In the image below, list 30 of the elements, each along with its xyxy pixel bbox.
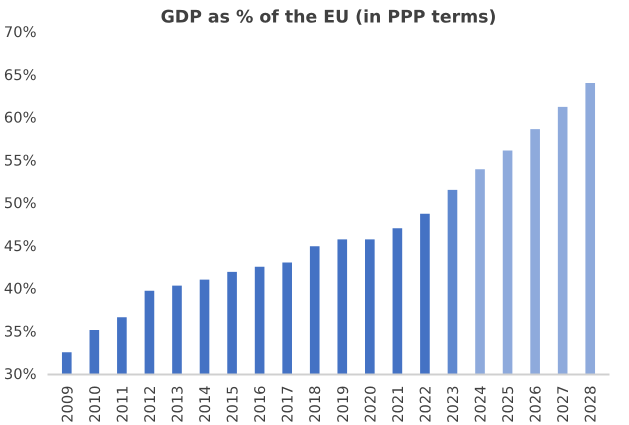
x-tick-label: 2026 xyxy=(528,385,545,423)
y-tick-label: 60% xyxy=(4,110,37,126)
y-tick-label: 65% xyxy=(4,66,37,84)
x-tick-label: 2021 xyxy=(390,385,407,423)
y-tick-label: 40% xyxy=(4,280,37,298)
y-tick-label: 30% xyxy=(4,366,37,383)
y-tick-label: 35% xyxy=(4,323,37,340)
x-tick-label: 2016 xyxy=(252,385,270,423)
x-tick-label: 2022 xyxy=(417,385,434,423)
x-tick-label: 2019 xyxy=(334,385,352,423)
chart-title: GDP as % of the EU (in PPP terms) xyxy=(160,8,496,28)
y-tick-label: 55% xyxy=(4,152,37,170)
x-tick-label: 2023 xyxy=(444,385,462,423)
x-tick-label: 2028 xyxy=(582,385,600,423)
x-tick-label: 2017 xyxy=(280,385,297,423)
x-tick-label: 2024 xyxy=(472,385,490,423)
x-tick-label: 2010 xyxy=(86,385,104,423)
x-tick-label: 2012 xyxy=(142,385,159,423)
x-tick-label: 2014 xyxy=(197,385,214,423)
x-tick-label: 2018 xyxy=(307,385,324,423)
x-tick-label: 2013 xyxy=(169,385,186,423)
y-tick-label: 70% xyxy=(4,24,37,41)
x-tick-label: 2009 xyxy=(59,385,76,423)
x-tick-label: 2025 xyxy=(500,385,518,423)
y-tick-label: 45% xyxy=(4,238,37,255)
x-tick-label: 2015 xyxy=(224,385,242,423)
x-tick-label: 2020 xyxy=(362,385,380,423)
x-tick-label: 2027 xyxy=(555,385,572,423)
y-tick-label: 50% xyxy=(4,195,37,212)
x-tick-label: 2011 xyxy=(114,385,132,423)
